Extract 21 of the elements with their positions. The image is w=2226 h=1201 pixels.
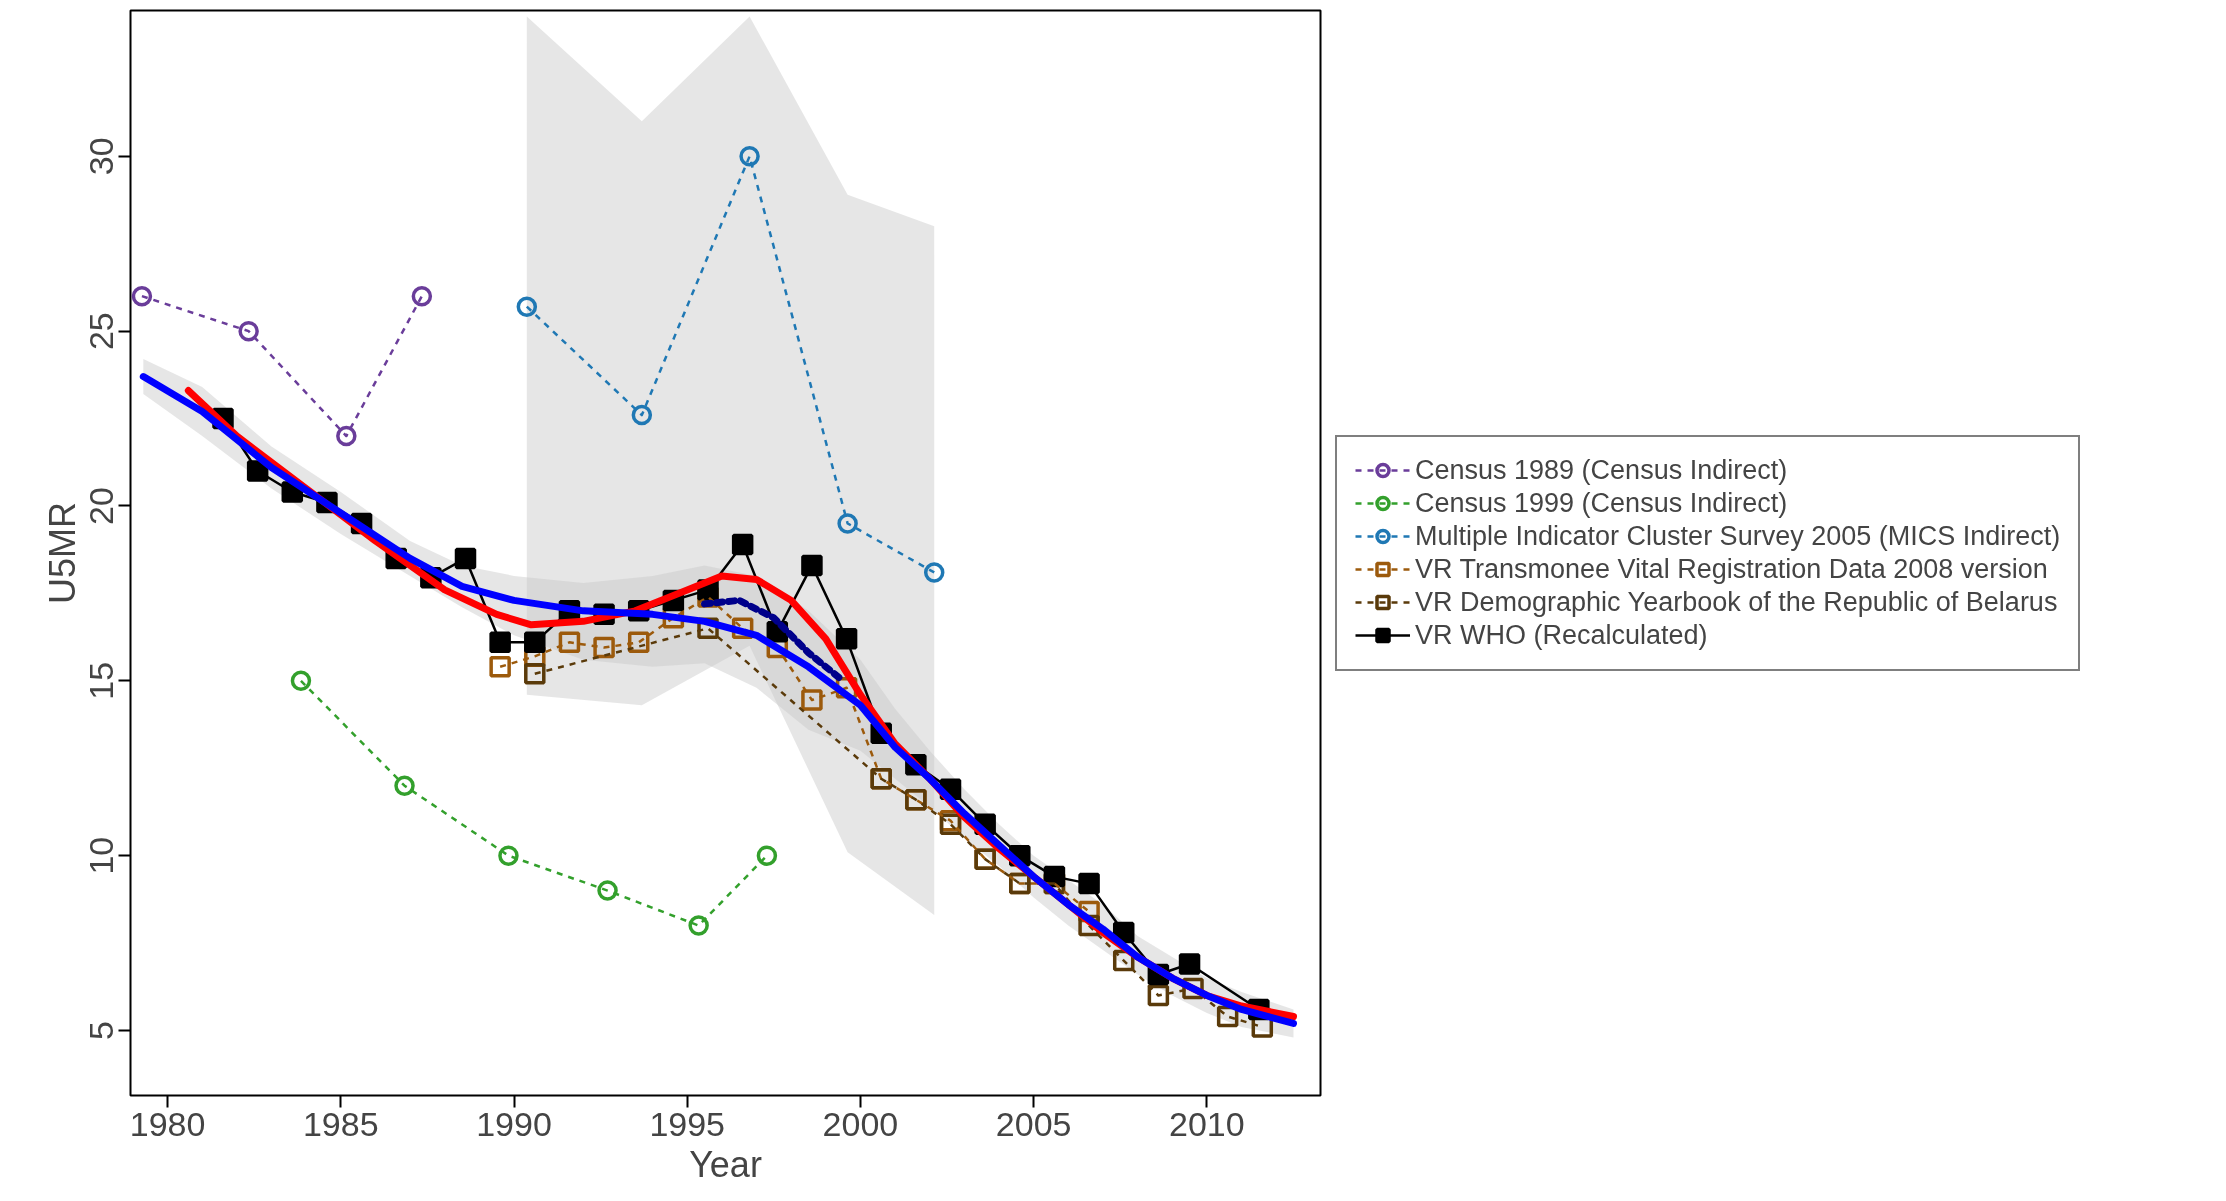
x-tick-label: 1990 — [476, 1104, 552, 1143]
x-tick-label: 1985 — [302, 1104, 379, 1143]
legend-label: Multiple Indicator Cluster Survey 2005 (MICS Indirect) — [1415, 520, 2061, 552]
legend-label: VR WHO (Recalculated) — [1415, 619, 1708, 651]
x-tick-label: 1995 — [649, 1104, 726, 1143]
y-tick-label: 10 — [82, 836, 121, 875]
legend-label: VR Demographic Yearbook of the Republic of Belarus — [1415, 586, 2058, 618]
x-tick-label: 2010 — [1169, 1104, 1245, 1143]
legend-label: VR Transmonee Vital Registration Data 2008 version — [1415, 553, 2048, 585]
y-tick-label: 5 — [82, 1021, 121, 1040]
x-axis-title: Year — [689, 1143, 762, 1185]
y-tick-label: 25 — [82, 312, 121, 351]
y-tick-label: 30 — [82, 137, 121, 176]
y-axis-title: U5MR — [41, 501, 83, 604]
x-tick-label: 2005 — [995, 1104, 1072, 1143]
legend-label: Census 1999 (Census Indirect) — [1415, 487, 1788, 519]
y-tick-label: 15 — [82, 661, 121, 700]
legend-label: Census 1989 (Census Indirect) — [1415, 454, 1788, 486]
y-tick-label: 20 — [82, 487, 121, 525]
x-tick-label: 2000 — [822, 1104, 899, 1143]
x-tick-label: 1980 — [129, 1104, 206, 1143]
